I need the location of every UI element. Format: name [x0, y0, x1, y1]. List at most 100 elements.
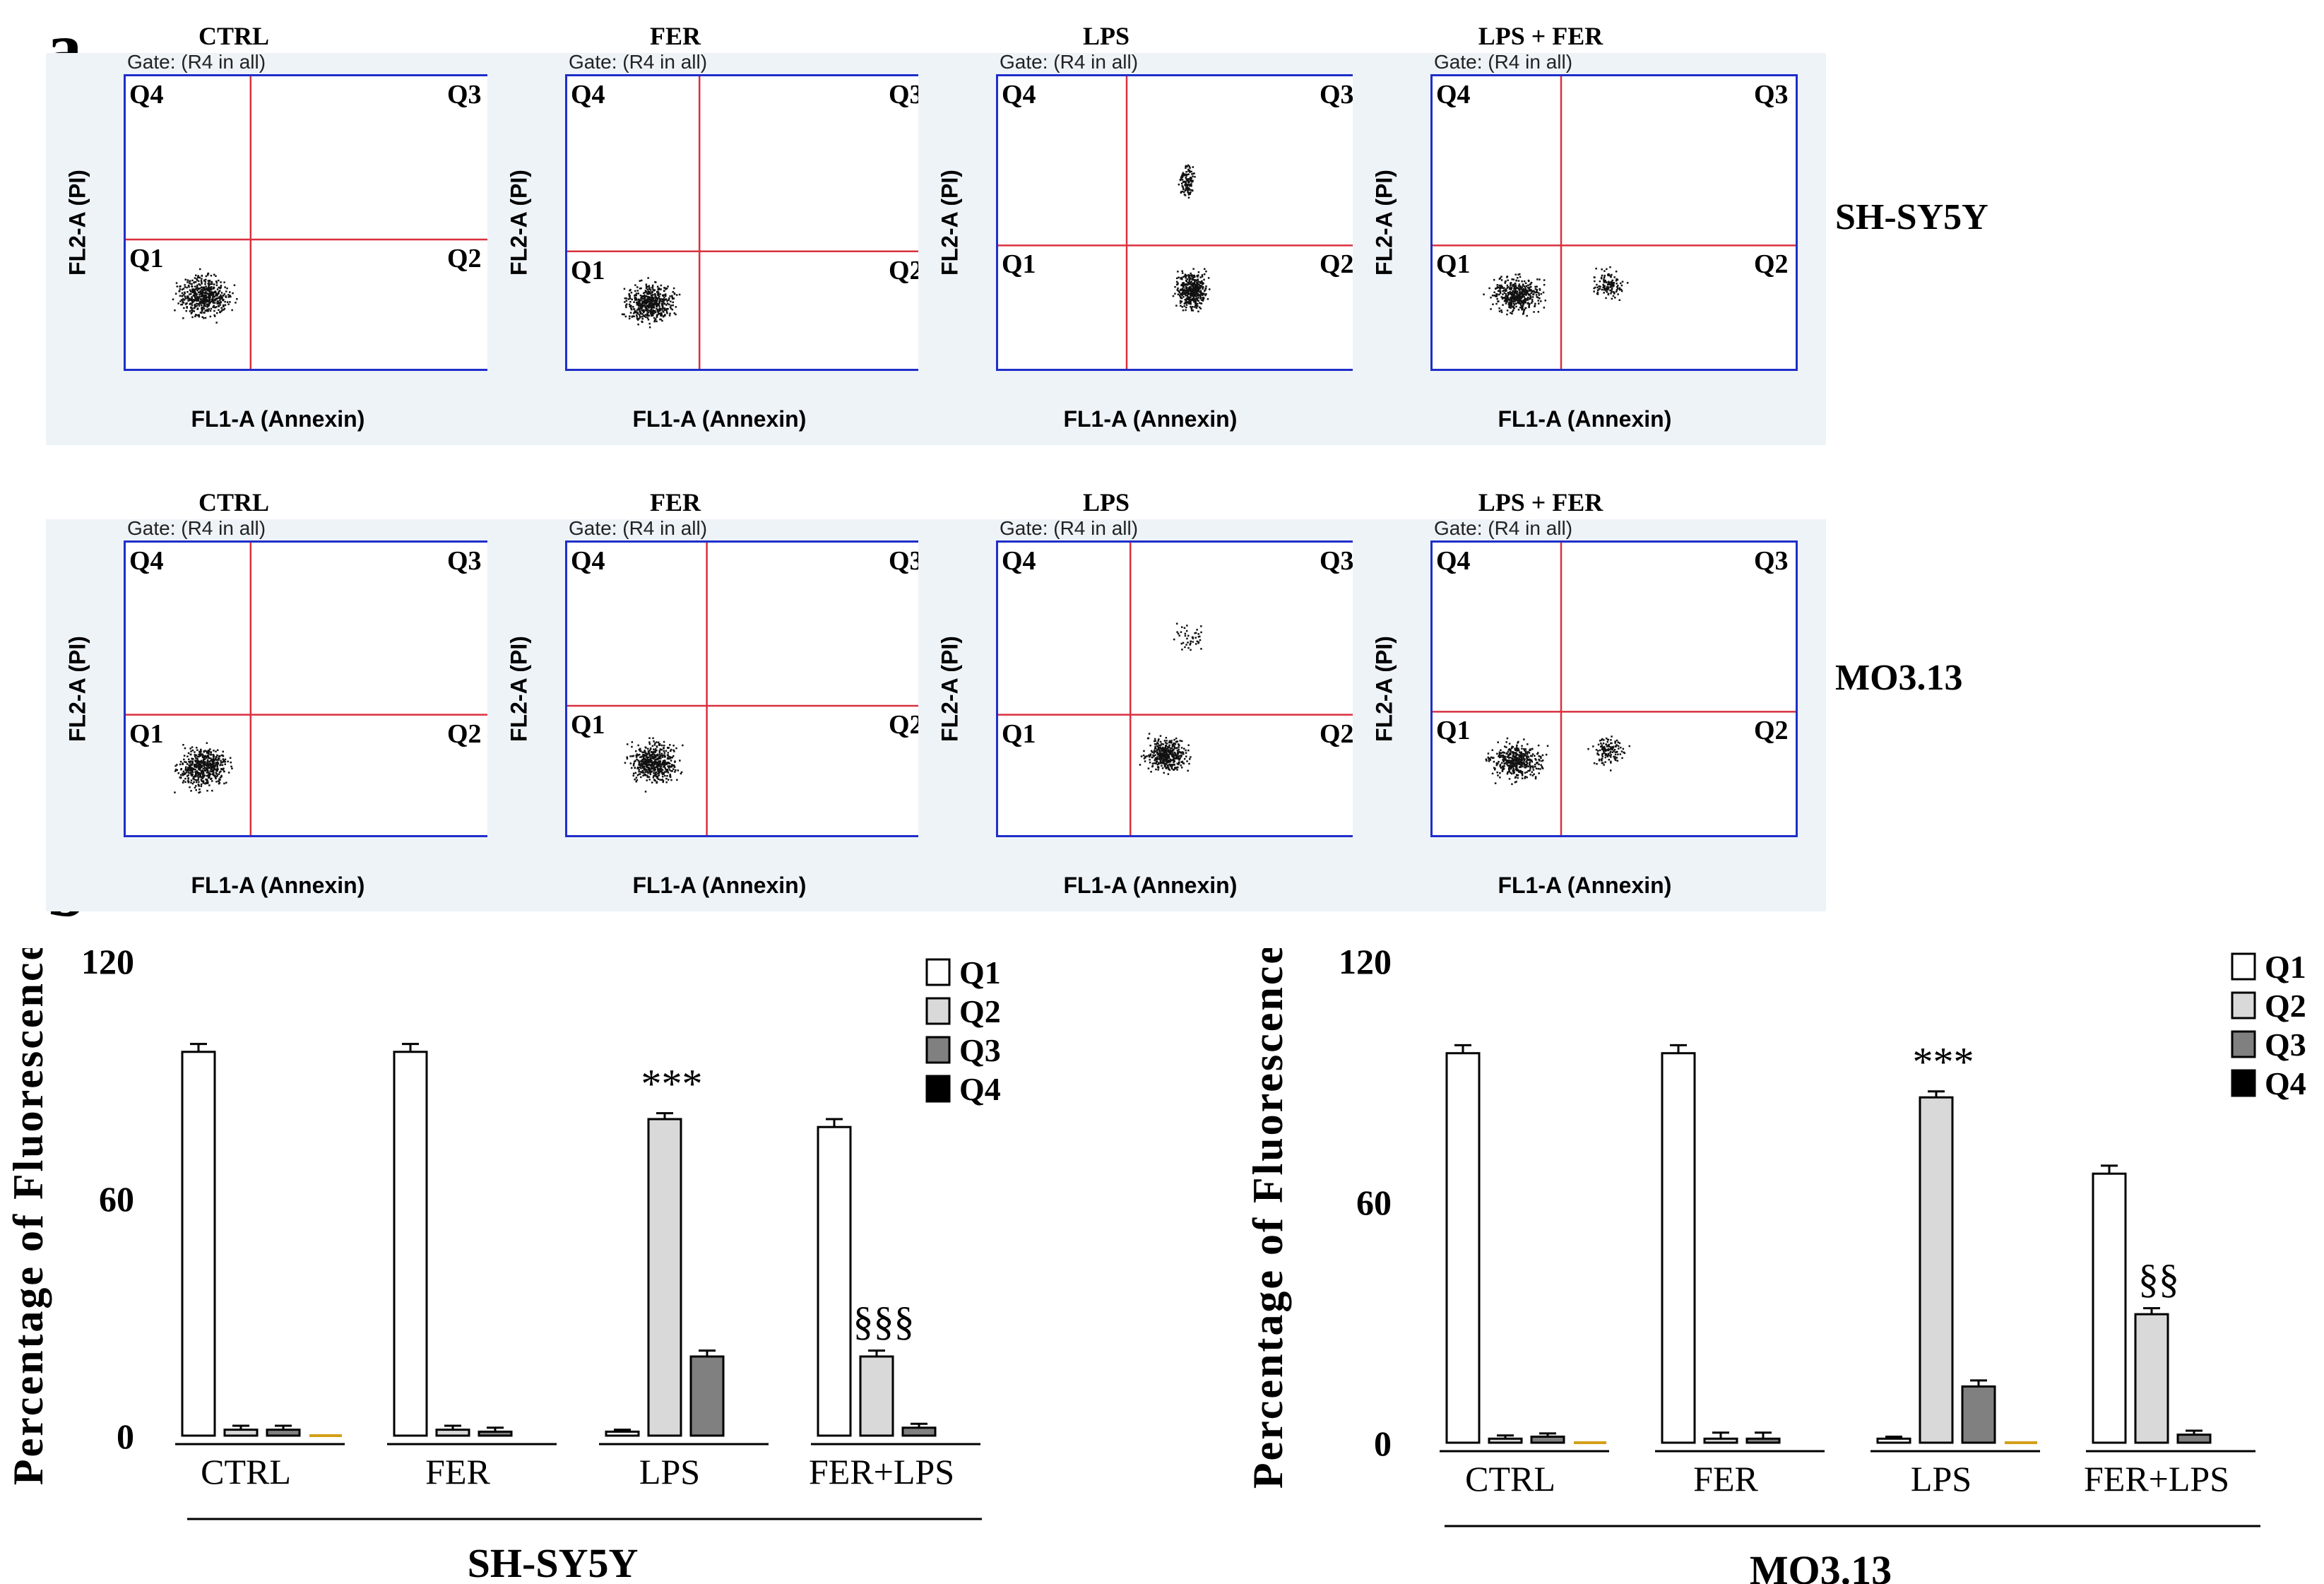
significance-annotation: §§	[2138, 1256, 2179, 1302]
category-label-ctrl: CTRL	[201, 1452, 291, 1491]
category-label-fer-lps: FER+LPS	[2084, 1459, 2229, 1499]
x-axis-label: SH-SY5Y	[468, 1540, 639, 1584]
bar-q1-fer	[1661, 1052, 1696, 1444]
legend-swatch-q1	[925, 958, 951, 986]
quadrant-label-q3: Q3	[1320, 546, 1354, 576]
quadrant-label-q4: Q4	[129, 546, 164, 576]
quadrant-label-q1: Q1	[571, 255, 605, 285]
bar-q3-ctrl	[266, 1429, 301, 1437]
quadrant-label-q1: Q1	[1436, 716, 1471, 746]
flow-y-axis-label: FL2-A (PI)	[506, 636, 532, 742]
bar-q1-fer-lps	[2092, 1172, 2127, 1444]
quadrant-label-q2: Q2	[447, 244, 482, 273]
flow-x-axis-label: FL1-A (Annexin)	[1063, 873, 1238, 898]
quadrant-label-q4: Q4	[571, 546, 605, 576]
quadrant-label-q1: Q1	[129, 719, 164, 749]
bar-q2-fer-lps	[2134, 1313, 2169, 1444]
quadrant-label-q1: Q1	[1436, 249, 1471, 280]
y-tick-label: 60	[1356, 1183, 1392, 1222]
gate-label: Gate: (R4 in all)	[569, 51, 708, 73]
flow-plot-area	[124, 74, 491, 371]
quadrant-label-q2: Q2	[1320, 719, 1354, 749]
bar-q3-fer-lps	[2176, 1434, 2212, 1444]
flow-plot-title: LPS	[1082, 22, 1130, 50]
bar-q3-fer	[478, 1430, 513, 1437]
flow-x-axis-label: FL1-A (Annexin)	[191, 873, 365, 898]
legend-label-q3: Q3	[2265, 1027, 2306, 1063]
flow-y-axis-label: FL2-A (PI)	[1371, 170, 1397, 276]
bar-q3-fer-lps	[901, 1426, 937, 1437]
flow-y-axis-label: FL2-A (PI)	[1371, 636, 1397, 742]
quadrant-label-q4: Q4	[571, 80, 605, 110]
flow-x-axis-label: FL1-A (Annexin)	[191, 406, 365, 432]
quadrant-label-q3: Q3	[889, 80, 923, 110]
quadrant-label-q3: Q3	[1320, 80, 1354, 110]
category-label-fer: FER	[1693, 1459, 1758, 1499]
quadrant-label-q3: Q3	[447, 546, 482, 576]
gate-label: Gate: (R4 in all)	[1434, 51, 1573, 73]
quadrant-label-q4: Q4	[1002, 80, 1036, 110]
quadrant-label-q3: Q3	[1754, 80, 1789, 110]
legend-swatch-q1	[2231, 952, 2256, 981]
y-tick-label: 60	[99, 1179, 134, 1219]
significance-annotation: §§§	[853, 1299, 915, 1344]
bar-q1-fer	[393, 1051, 428, 1437]
flow-plot-area	[1430, 540, 1798, 837]
quadrant-label-q4: Q4	[1436, 546, 1471, 576]
quadrant-label-q2: Q2	[447, 719, 482, 749]
flow-x-axis-label: FL1-A (Annexin)	[632, 406, 807, 432]
quadrant-label-q1: Q1	[571, 710, 605, 740]
flow-y-axis-label: FL2-A (PI)	[937, 170, 963, 276]
gate-label: Gate: (R4 in all)	[569, 517, 708, 539]
category-label-ctrl: CTRL	[1465, 1459, 1555, 1499]
bar-q3-lps	[1961, 1385, 1996, 1444]
legend-swatch-q2	[2231, 991, 2256, 1019]
bar-q2-lps	[1919, 1096, 1954, 1444]
flow-plot-area	[565, 74, 932, 371]
flow-plot-area	[124, 540, 491, 837]
category-label-fer-lps: FER+LPS	[809, 1452, 954, 1491]
legend-label-q2: Q2	[959, 993, 1001, 1029]
bar-q2-fer-lps	[859, 1355, 894, 1437]
y-axis-label: Percentage of Fluorescence	[1245, 948, 1291, 1489]
y-axis-label: Percentage of Fluorescence	[5, 948, 52, 1485]
legend-swatch-q3	[925, 1036, 951, 1064]
quadrant-label-q1: Q1	[1002, 719, 1036, 749]
bar-q3-fer	[1745, 1437, 1781, 1444]
category-label-fer: FER	[425, 1452, 490, 1491]
flow-plot-area	[565, 540, 932, 837]
quadrant-label-q2: Q2	[889, 710, 923, 740]
quadrant-label-q4: Q4	[129, 80, 164, 110]
quadrant-label-q1: Q1	[1002, 249, 1036, 280]
quadrant-label-q2: Q2	[889, 255, 923, 285]
category-label-lps: LPS	[639, 1452, 700, 1491]
gate-label: Gate: (R4 in all)	[1000, 517, 1139, 539]
flow-plot-title: LPS + FER	[1478, 22, 1603, 50]
bar-q2-ctrl	[223, 1429, 259, 1437]
legend-swatch-q4	[2231, 1069, 2256, 1097]
flow-plot-area	[996, 74, 1363, 371]
bar-charts: 0 60 120 Percentage of Fluorescence CTRL FER L…	[5, 948, 2306, 1584]
flow-y-axis-label: FL2-A (PI)	[64, 636, 90, 742]
gate-label: Gate: (R4 in all)	[127, 51, 266, 73]
flow-plot-title: LPS + FER	[1478, 488, 1603, 516]
gate-label: Gate: (R4 in all)	[127, 517, 266, 539]
legend-label-q1: Q1	[2265, 949, 2306, 985]
legend-swatch-q4	[925, 1075, 951, 1103]
gate-label: Gate: (R4 in all)	[1000, 51, 1139, 73]
bar-q1-lps	[1876, 1437, 1911, 1444]
row-label-shsy5y: SH-SY5Y	[1835, 197, 1988, 237]
flow-plot-area	[1430, 74, 1798, 371]
flow-plot-title: FER	[650, 488, 701, 516]
quadrant-label-q3: Q3	[889, 546, 923, 576]
significance-annotation: ***	[1913, 1039, 1974, 1085]
y-tick-label: 0	[1374, 1424, 1392, 1463]
bar-q1-lps	[605, 1430, 640, 1437]
quadrant-label-q4: Q4	[1436, 80, 1471, 110]
quadrant-label-q4: Q4	[1002, 546, 1036, 576]
legend-label-q1: Q1	[959, 954, 1001, 991]
legend-swatch-q3	[2231, 1030, 2256, 1058]
flow-y-axis-label: FL2-A (PI)	[506, 170, 532, 276]
quadrant-label-q3: Q3	[447, 80, 482, 110]
quadrant-label-q2: Q2	[1320, 249, 1354, 280]
